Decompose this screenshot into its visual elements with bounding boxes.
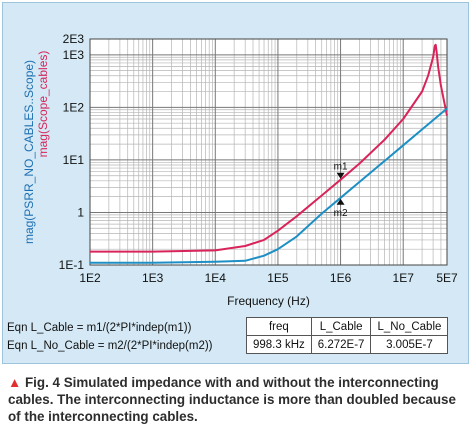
equation-l-cable: Eqn L_Cable = m1/(2*PI*indep(m1)) [7,322,192,334]
table-header-l-no-cable: L_No_Cable [370,317,449,336]
marker-m2-label: m2 [334,208,348,219]
x-tick-label: 1E4 [205,271,227,285]
x-tick-label: 1E6 [330,271,352,285]
table-row: 998.3 kHz 6.272E-7 3.005E-7 [246,335,449,354]
x-axis-label: Frequency (Hz) [227,294,310,308]
marker-m1-label: m1 [334,162,348,173]
table-header-row: freq L_Cable L_No_Cable [246,317,449,336]
marker-layer: m1 m2 [334,162,348,219]
x-tick-label: 1E2 [79,271,101,285]
y-axis-label-pink: mag(Scope_cables) [36,51,50,158]
tick-labels: 1E2 1E3 1E4 1E5 1E6 1E7 5E7 1E-1 1 1E1 1E2 1E3 2E3 [59,32,458,285]
equations: Eqn L_Cable = m1/(2*PI*indep(m1)) Eqn L_… [7,319,243,355]
caption-label: Fig. 4 [25,375,60,390]
grid-minor [90,38,448,265]
inductance-table: freq L_Cable L_No_Cable 998.3 kHz 6.272E… [246,317,449,354]
x-tick-label: 1E3 [142,271,164,285]
impedance-chart: m1 m2 1E2 1E3 1E4 1E5 1E6 1E7 5E7 1E-1 1 1E1 1E2 1E3… [22,32,458,308]
marker-m1-icon [336,172,345,179]
marker-m2-icon [336,198,345,205]
y-tick-label: 1E3 [63,48,85,62]
caption-text: Simulated impedance with and without the… [8,375,456,424]
y-tick-label: 1E1 [63,153,85,167]
table-cell-l-cable: 6.272E-7 [310,335,372,354]
grid-major [89,39,447,266]
plot-frame [89,38,448,266]
x-tick-label: 1E5 [267,271,289,285]
table-header-freq: freq [246,317,312,336]
series-line-no-cables [90,107,448,264]
y-axis-label-blue: mag(PSRR_NO_CABLES..Scope) [22,60,36,244]
figure-caption: ▲ Fig. 4 Simulated impedance with and wi… [8,374,468,425]
y-tick-label: 1E2 [63,100,85,114]
table-cell-freq: 998.3 kHz [246,335,312,354]
series-line-scope-cables [90,43,448,253]
x-tick-label: 5E7 [436,271,458,285]
table-cell-l-no-cable: 3.005E-7 [370,335,449,354]
y-tick-label: 2E3 [63,32,85,46]
y-tick-label: 1 [77,205,84,219]
caption-triangle-icon: ▲ [8,375,22,390]
table-header-l-cable: L_Cable [310,317,372,336]
x-tick-label: 1E7 [393,271,415,285]
y-tick-label: 1E-1 [59,258,85,272]
figure-panel: m1 m2 1E2 1E3 1E4 1E5 1E6 1E7 5E7 1E-1 1 1E1 1E2 1E3… [2,2,469,364]
series-layer [90,43,448,264]
equation-l-no-cable: Eqn L_No_Cable = m2/(2*PI*indep(m2)) [7,340,213,352]
